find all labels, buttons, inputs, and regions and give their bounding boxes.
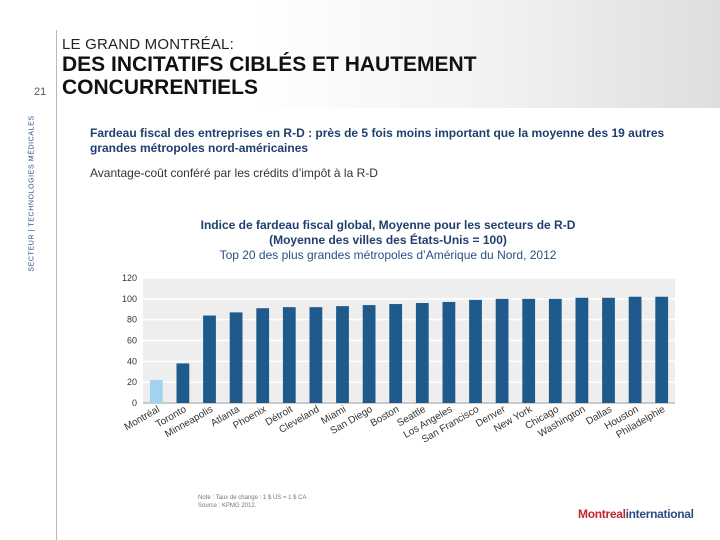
x-tick-label: Boston xyxy=(369,404,401,429)
y-tick-label: 20 xyxy=(127,377,137,387)
montreal-international-logo: Montrealinternational xyxy=(578,507,694,523)
bar xyxy=(149,380,163,403)
title-band xyxy=(0,0,720,108)
source-note: Note : Taux de change : 1 $ US = 1 $ CA … xyxy=(198,494,306,510)
y-tick-label: 120 xyxy=(122,273,137,283)
bar xyxy=(203,315,216,403)
slide-subtitle-2: Avantage-coût conféré par les crédits d’… xyxy=(90,166,378,180)
logo-text-accent: international xyxy=(625,507,694,521)
bar xyxy=(309,307,323,403)
logo-text-main: Montreal xyxy=(578,507,626,521)
chart-title-line1: Indice de fardeau fiscal global, Moyenne… xyxy=(200,218,576,232)
slide-title-line1: DES INCITATIFS CIBLÉS ET HAUTEMENT xyxy=(62,53,477,76)
y-tick-label: 80 xyxy=(127,315,137,325)
bar xyxy=(389,304,403,403)
chart-title: Indice de fardeau fiscal global, Moyenne… xyxy=(170,218,606,263)
side-divider xyxy=(56,30,57,540)
y-tick-label: 0 xyxy=(132,398,137,408)
bar xyxy=(415,303,429,403)
bar xyxy=(522,298,536,403)
bar xyxy=(628,296,642,403)
chart-title-line2: (Moyenne des villes des États-Unis = 100… xyxy=(269,233,507,247)
chart-title-line3: Top 20 des plus grandes métropoles d’Amé… xyxy=(219,248,557,262)
slide-title: DES INCITATIFS CIBLÉS ET HAUTEMENT CONCU… xyxy=(62,53,662,99)
bar xyxy=(442,301,456,403)
bar xyxy=(176,363,190,403)
bar xyxy=(548,298,562,403)
slide-subtitle: Fardeau fiscal des entreprises en R-D : … xyxy=(90,126,665,155)
y-tick-label: 100 xyxy=(122,294,137,304)
slide-title-line2: CONCURRENTIELS xyxy=(62,76,259,99)
bar xyxy=(575,297,589,403)
y-tick-label: 40 xyxy=(127,356,137,366)
bar xyxy=(469,299,482,403)
bar xyxy=(495,298,509,403)
bar xyxy=(602,297,615,403)
bar xyxy=(655,296,669,403)
bar xyxy=(229,312,243,403)
note-line: Note : Taux de change : 1 $ US = 1 $ CA xyxy=(198,495,307,501)
bar xyxy=(362,305,376,403)
slide-supertitle: LE GRAND MONTRÉAL: xyxy=(62,36,234,53)
slide-number: 21 xyxy=(34,86,47,98)
y-tick-label: 60 xyxy=(127,336,137,346)
bar xyxy=(282,307,296,403)
bar xyxy=(336,306,349,403)
logo-text: Montrealinternational xyxy=(578,507,694,521)
source-line: Source : KPMG 2012. xyxy=(198,503,257,509)
bar xyxy=(256,308,270,403)
